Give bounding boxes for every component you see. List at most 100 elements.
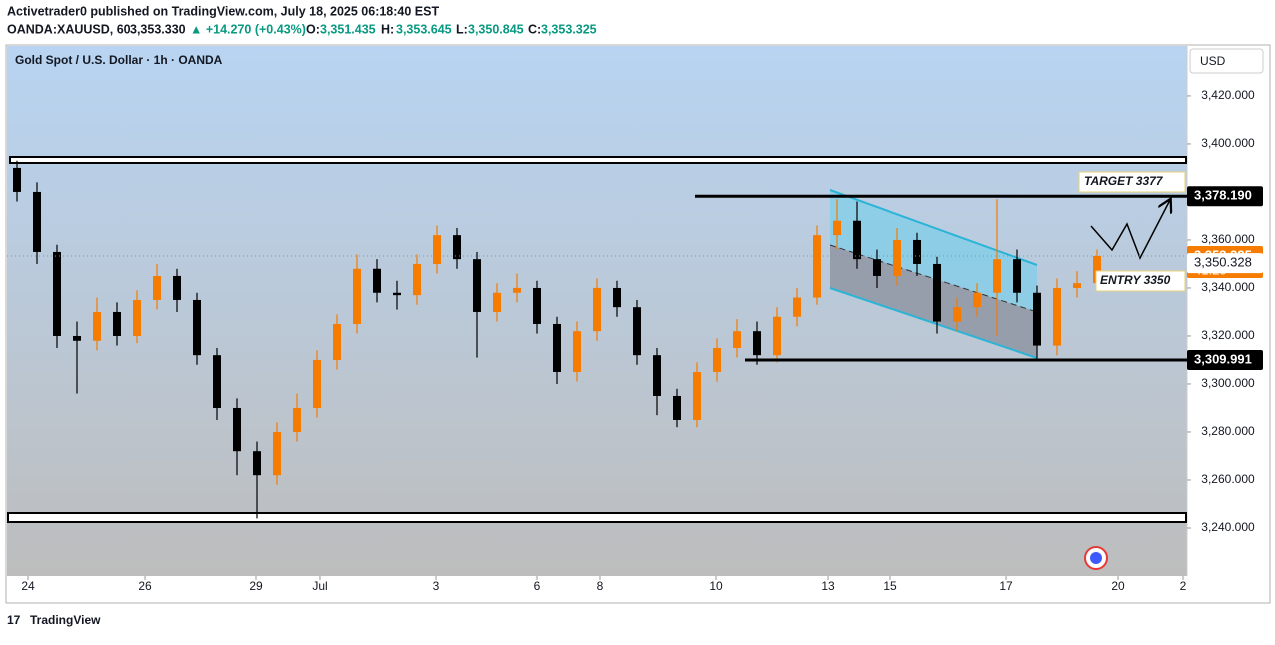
candle-body — [373, 268, 381, 293]
candle-body — [413, 263, 421, 296]
x-tick-label: 3 — [433, 579, 440, 593]
x-tick-label: 2 — [1180, 579, 1187, 593]
y-tick-label: 3,260.000 — [1201, 472, 1255, 486]
h-value: 3,353.645 — [396, 22, 452, 36]
y-tick-label: 3,300.000 — [1201, 376, 1255, 390]
candle-body — [1013, 259, 1021, 293]
x-tick-label: 13 — [821, 579, 835, 593]
brand-logo: 17 — [7, 613, 21, 627]
candle-body — [913, 239, 921, 264]
candle-body — [93, 311, 101, 341]
publisher: Activetrader0 published on TradingView.c… — [7, 4, 439, 18]
candle-body — [493, 292, 501, 312]
h-label: H: — [381, 22, 394, 36]
axes: 3,240.000 3,260.000 3,280.000 3,300.000 3,32… — [7, 88, 1263, 593]
candle-body — [1033, 292, 1041, 346]
candle-body — [633, 307, 641, 356]
candle-body — [33, 191, 41, 252]
candle-body — [213, 355, 221, 408]
x-tick-label: 29 — [249, 579, 263, 593]
price-label-box — [1187, 253, 1263, 274]
price-label-box — [1187, 186, 1263, 207]
candle-body — [153, 275, 161, 300]
x-tick-label: Jul — [312, 579, 327, 593]
candle-body — [293, 407, 301, 432]
candle-body — [733, 331, 741, 348]
candle-body — [753, 331, 761, 356]
target-label: TARGET 3377 — [1084, 174, 1164, 188]
candle-body — [513, 287, 521, 293]
candle-body — [453, 235, 461, 260]
candle-body — [873, 259, 881, 276]
price-label: 3,350.328 — [1194, 255, 1252, 270]
candle-body — [13, 167, 21, 192]
entry-label: ENTRY 3350 — [1100, 273, 1171, 287]
x-tick-label: 20 — [1111, 579, 1125, 593]
candle-body — [573, 331, 581, 372]
channel-bottom-line — [829, 287, 1038, 359]
candle-body — [233, 407, 241, 452]
candle-body — [813, 235, 821, 298]
candle-body — [393, 292, 401, 296]
candle-body — [253, 451, 261, 476]
y-tick-label: 3,420.000 — [1201, 88, 1255, 102]
candle-body — [113, 311, 121, 336]
candle-body — [433, 235, 441, 264]
candle-body — [893, 239, 901, 276]
candle-body — [353, 268, 361, 324]
candle-body — [773, 316, 781, 356]
entry-box — [1095, 270, 1186, 292]
candle-body — [693, 371, 701, 420]
y-tick-label: 3,360.000 — [1201, 232, 1255, 246]
y-tick-label: 3,240.000 — [1201, 520, 1255, 534]
event-icon[interactable] — [1084, 546, 1108, 570]
candles — [13, 160, 1101, 519]
c-label: C: — [528, 22, 541, 36]
brand: TradingView — [30, 613, 101, 627]
channel-top-line — [829, 189, 1038, 266]
candle-body — [933, 263, 941, 322]
price-label: 3,309.991 — [1194, 351, 1252, 366]
x-tick-label: 17 — [999, 579, 1013, 593]
y-tick-label: 3,400.000 — [1201, 136, 1255, 150]
candle-body — [593, 287, 601, 332]
currency-button[interactable] — [1189, 48, 1264, 74]
candle-body — [173, 275, 181, 300]
candle-body — [313, 359, 321, 408]
candle-body — [553, 323, 561, 372]
candle-body — [533, 287, 541, 324]
top-zone — [9, 156, 1187, 164]
candle-body — [793, 297, 801, 317]
price-label-box — [1187, 349, 1263, 370]
candle-body — [53, 251, 61, 336]
candle-body — [833, 220, 841, 236]
candle-body — [993, 259, 1001, 293]
candle-body — [473, 259, 481, 312]
o-label: O: — [306, 22, 320, 36]
symbol-line: OANDA:XAUUSD, 60 3,353.330 ▲ +14.270 (+0… — [7, 22, 597, 36]
channel-mid-line — [829, 244, 1038, 313]
candle-body — [73, 335, 81, 341]
y-tick-label: 3,280.000 — [1201, 424, 1255, 438]
x-tick-label: 6 — [534, 579, 541, 593]
candle-body — [653, 355, 661, 396]
candle-body — [713, 347, 721, 372]
candle-body — [953, 307, 961, 322]
x-tick-label: 10 — [709, 579, 723, 593]
chart-title: Gold Spot / U.S. Dollar · 1h · OANDA — [15, 53, 223, 67]
candle-body — [613, 287, 621, 308]
candle-body — [853, 220, 861, 260]
candle-body — [1093, 255, 1101, 284]
target-box — [1078, 171, 1186, 193]
last-price: 3,353.330 — [130, 22, 186, 36]
change: ▲ +14.270 (+0.43%) — [190, 22, 306, 36]
x-tick-label: 8 — [597, 579, 604, 593]
candle-body — [273, 431, 281, 476]
candle-body — [133, 299, 141, 336]
y-tick-label: 3,320.000 — [1201, 328, 1255, 342]
candle-body — [193, 299, 201, 356]
y-tick-label: 3,340.000 — [1201, 280, 1255, 294]
channel-upper — [830, 190, 1037, 312]
